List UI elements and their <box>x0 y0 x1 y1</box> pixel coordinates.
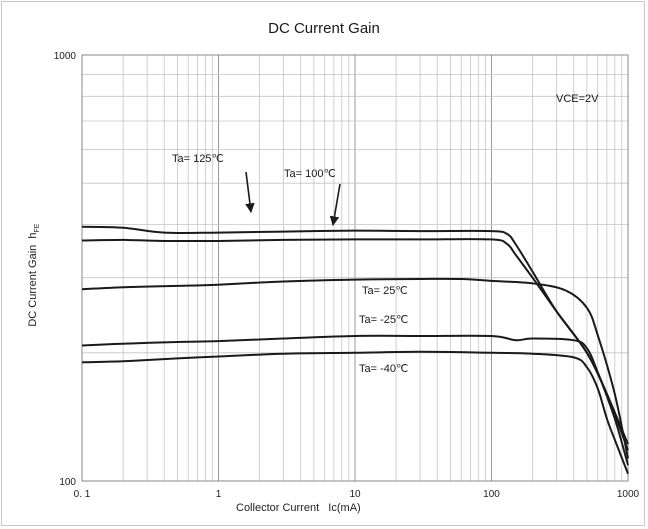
y-tick-label: 1000 <box>54 51 77 62</box>
series-label-0: Ta= 125℃ <box>172 153 224 165</box>
series-label-arrow-1 <box>329 183 341 226</box>
grid <box>81 54 629 482</box>
series-line-1 <box>81 238 629 451</box>
series-label-2: Ta= 25℃ <box>362 285 408 297</box>
series-line-4 <box>81 350 629 475</box>
x-tick-label: 10 <box>349 489 361 500</box>
series-label-1: Ta= 100℃ <box>284 168 336 180</box>
x-tick-label: 1 <box>216 489 222 500</box>
series-labels: Ta= 125℃ Ta= 100℃ Ta= 25℃ Ta= -25℃ Ta= -40℃ <box>172 153 408 375</box>
series-lines <box>81 225 629 475</box>
series-line-2 <box>81 277 629 459</box>
vce-annotation: VCE=2V <box>556 93 599 105</box>
x-tick-label: 100 <box>483 489 500 500</box>
x-tick-label: 0. 1 <box>74 489 91 500</box>
y-tick-label: 100 <box>59 477 76 488</box>
plot-border <box>81 54 629 482</box>
series-line-3 <box>81 334 629 466</box>
series-label-3: Ta= -25℃ <box>359 314 408 326</box>
x-tick-label: 1000 <box>617 489 640 500</box>
tick-labels: 0. 1 1 10 100 1000 100 1000 <box>54 51 640 500</box>
series-label-4: Ta= -40℃ <box>359 363 408 375</box>
series-label-arrow-0 <box>245 171 255 213</box>
chart-title: DC Current Gain <box>268 20 380 37</box>
x-axis-label: Collector Current Ic(mA) <box>236 502 361 514</box>
